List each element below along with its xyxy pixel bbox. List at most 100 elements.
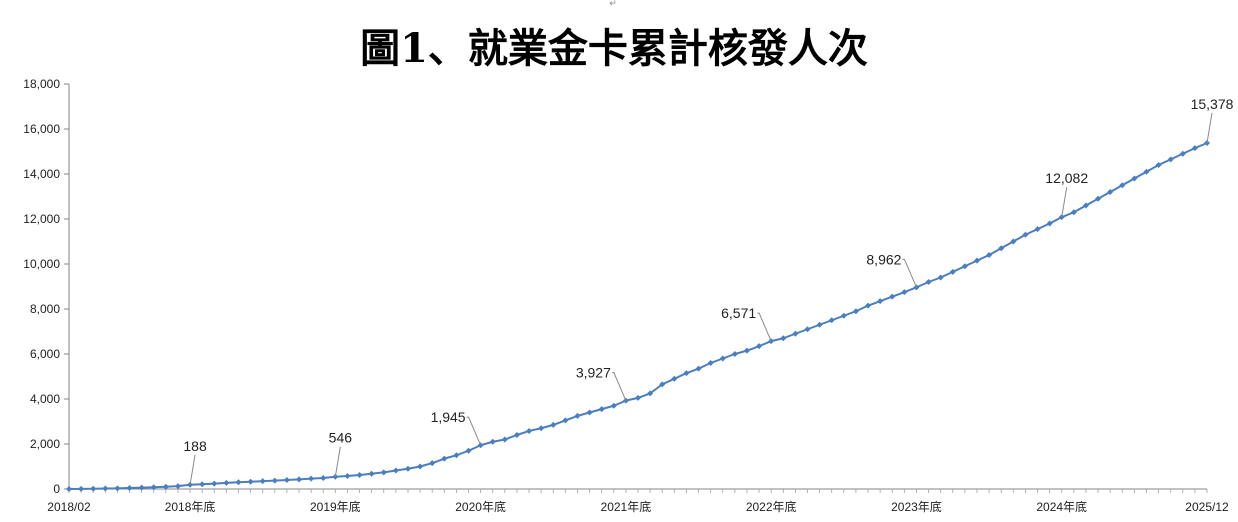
leader-line [466,416,482,446]
data-point [683,370,690,377]
leader-line [1061,187,1068,218]
data-point [901,289,908,296]
data-point [1107,189,1114,195]
data-point [610,402,617,409]
data-point [235,479,242,486]
data-point [949,268,956,275]
axes [64,83,1208,493]
data-label: 6,571 [721,305,756,321]
y-tick-label: 8,000 [30,302,60,316]
x-tick-label: 2019年底 [310,499,361,514]
data-point [598,406,605,413]
data-point [961,263,968,270]
data-point [731,351,738,357]
data-point [1022,231,1029,238]
y-tick-label: 2,000 [30,437,60,451]
data-point [986,252,993,258]
data-point [792,330,799,337]
data-point [150,484,157,491]
data-point [90,485,97,492]
data-point [126,484,133,491]
data-label: 188 [183,438,207,454]
x-tick-label: 2021年底 [601,499,652,514]
data-point [1179,150,1186,157]
x-tick-label: 2018/02 [47,500,91,514]
y-tick-label: 0 [53,482,60,496]
data-point [695,365,702,372]
x-tick-label: 2022年底 [746,499,797,514]
data-label: 1,945 [431,409,466,425]
leader-line [1206,112,1213,144]
data-point [635,394,641,401]
data-label: 3,927 [576,365,611,381]
leader-line [334,446,341,477]
top-mark: ↵ [609,0,617,9]
data-point [356,472,363,479]
data-point [707,360,714,366]
data-point [1143,168,1150,175]
data-point [574,412,581,419]
data-point [865,302,872,309]
data-point [852,308,859,315]
data-point [489,438,496,445]
data-point [344,472,351,479]
data-point [1070,209,1077,216]
y-tick-label: 16,000 [23,122,60,136]
y-tick-label: 12,000 [23,212,60,226]
data-point [174,483,181,490]
y-tick-label: 10,000 [23,257,60,271]
data-point [392,467,399,474]
data-point [937,274,944,281]
chart-title: 圖1、就業金卡累計核發人次 [360,25,868,72]
data-point [719,355,726,362]
data-point [114,485,121,492]
data-point [271,477,278,484]
data-point [102,485,109,492]
data-point [925,279,932,285]
data-point [526,427,533,434]
data-point [828,317,835,324]
y-tick-label: 18,000 [23,77,60,91]
data-labels: 188 546 1,945 3,927 6,571 8,962 12,082 15,378 [183,96,1234,485]
leader-line [611,372,627,401]
data-point [998,245,1005,252]
x-tick-label: 2023年底 [891,499,942,514]
data-point [465,447,472,454]
data-point [283,477,290,483]
x-tick-label: 2025/12 [1185,500,1229,514]
data-point [211,480,218,487]
y-tick-label: 4,000 [30,392,60,406]
data-point [296,476,303,483]
data-point [743,347,750,354]
data-point [1167,156,1174,163]
data-point [441,455,448,462]
data-point [1095,195,1102,202]
data-point [586,409,593,416]
data-point [659,381,666,388]
data-point [1046,220,1053,227]
series-line-group [66,139,1210,492]
y-tick-label: 6,000 [30,347,60,361]
leader-line [757,312,772,342]
data-label: 546 [329,430,353,446]
data-point [1131,175,1138,182]
data-point [1034,226,1041,233]
x-tick-label: 2024年底 [1036,499,1087,514]
data-point [1155,162,1162,168]
data-point [513,432,520,438]
data-label: 15,378 [1191,96,1234,112]
data-point [538,425,545,432]
data-point [973,257,980,264]
x-tick-labels: 2018/02 2018年底 2019年底 2020年底 2021年底 2022年底 202… [47,499,1229,514]
data-point [308,475,315,482]
data-point [889,293,896,300]
data-point [162,483,169,490]
data-label: 8,962 [866,251,901,267]
data-point [671,375,678,382]
data-point [199,481,206,488]
data-point [404,465,411,472]
data-point [647,390,654,397]
data-point [562,417,569,424]
data-point [1191,145,1198,152]
